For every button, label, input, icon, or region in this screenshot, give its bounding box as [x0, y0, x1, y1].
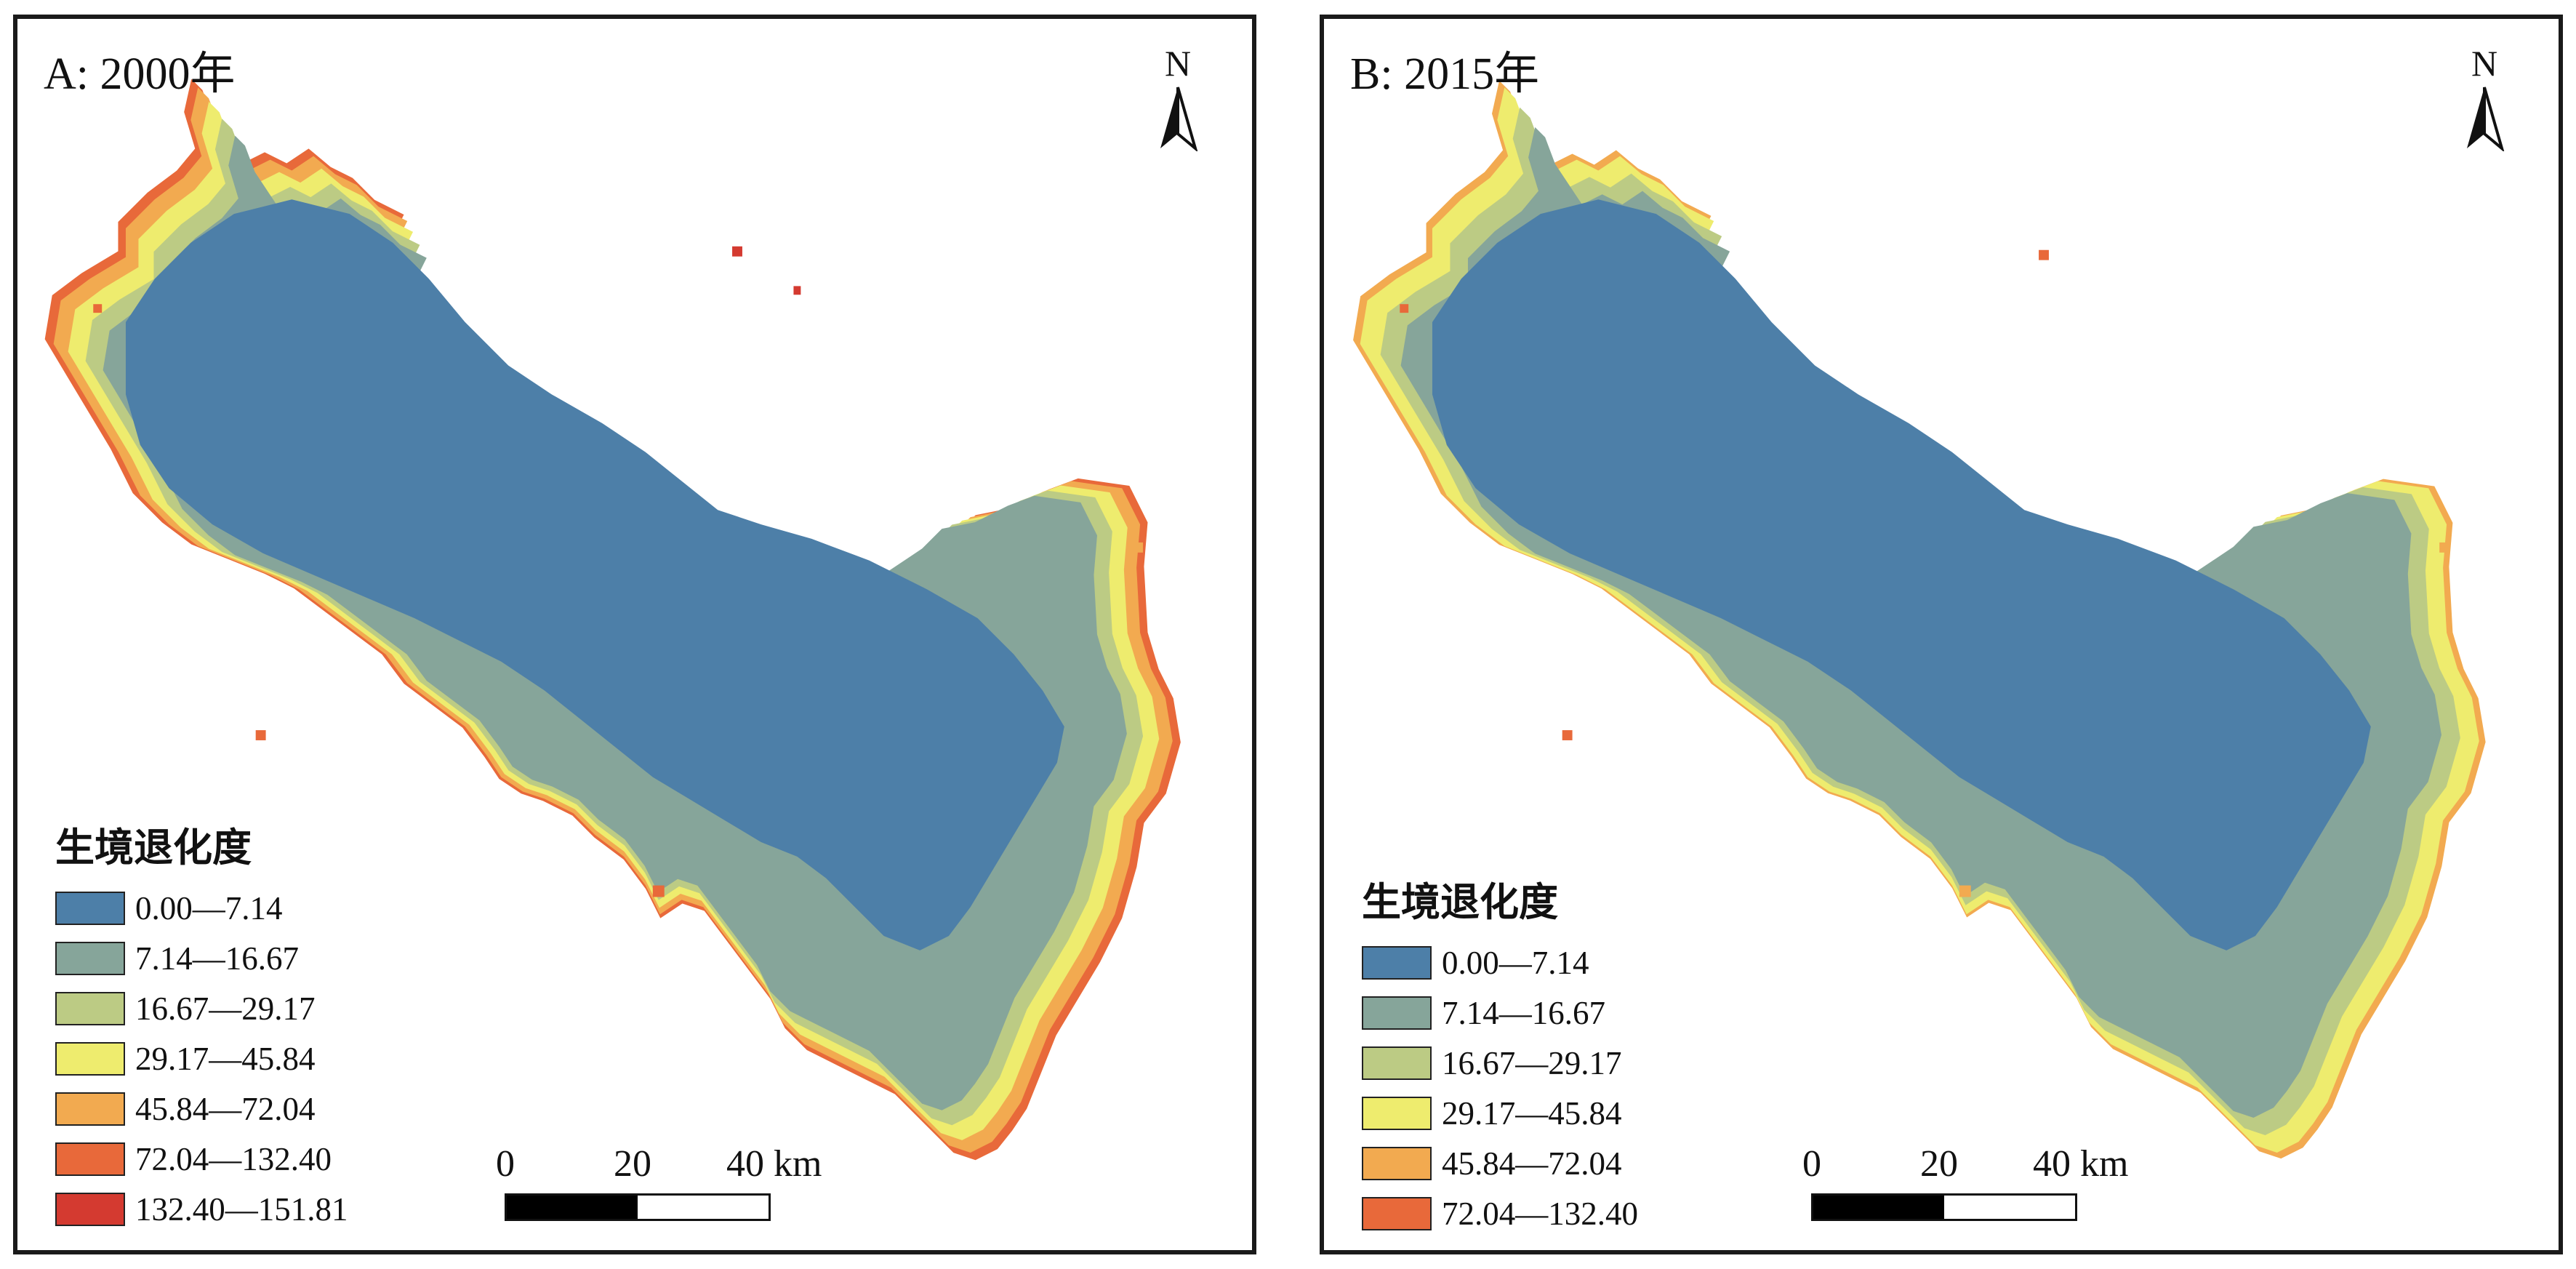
legend: 生境退化度 0.00—7.14 7.14—16.67 16.67—29.17 2…: [55, 815, 348, 1234]
degradation-hotspots: [93, 246, 1144, 897]
scale-segment-black: [507, 1196, 638, 1219]
legend-swatch: [1362, 1196, 1432, 1230]
legend-label: 132.40—151.81: [135, 1190, 348, 1228]
legend-swatch: [55, 1041, 125, 1076]
legend-item: 29.17—45.84: [55, 1033, 348, 1084]
north-label: N: [2471, 43, 2498, 84]
legend-item: 45.84—72.04: [55, 1084, 348, 1134]
map-panel-2015: B: 2015年 N 生境退化度 0.00—7.14 7.14—16.67 16…: [1320, 15, 2563, 1254]
legend: 生境退化度 0.00—7.14 7.14—16.67 16.67—29.17 2…: [1362, 870, 1638, 1238]
scale-segment-black: [1813, 1196, 1944, 1219]
legend-label: 7.14—16.67: [135, 940, 299, 977]
scale-segment-white: [1944, 1196, 2075, 1219]
legend-swatch: [1362, 1046, 1432, 1080]
scale-label-0: 0: [496, 1143, 515, 1185]
scale-label-40: 40 km: [2033, 1143, 2129, 1185]
legend-label: 72.04—132.40: [135, 1140, 332, 1177]
legend-label: 16.67—29.17: [135, 990, 316, 1027]
legend-swatch: [1362, 1146, 1432, 1180]
legend-item: 16.67—29.17: [1362, 1038, 1638, 1088]
degradation-hotspots: [1400, 249, 2450, 897]
lake-map: [44, 79, 1181, 1161]
legend-swatch: [55, 891, 125, 925]
legend-item: 16.67—29.17: [55, 983, 348, 1033]
legend-label: 72.04—132.40: [1442, 1195, 1638, 1232]
legend-swatch: [55, 1192, 125, 1226]
legend-title: 生境退化度: [55, 825, 252, 870]
legend-label: 29.17—45.84: [135, 1040, 316, 1077]
legend-item: 0.00—7.14: [55, 883, 348, 933]
legend-label: 45.84—72.04: [135, 1090, 316, 1127]
scale-bar: 0 20 40 km: [483, 1142, 822, 1230]
legend-label: 7.14—16.67: [1442, 994, 1605, 1031]
legend-swatch: [55, 941, 125, 975]
scale-label-40: 40 km: [726, 1143, 822, 1185]
legend-item: 0.00—7.14: [1362, 937, 1638, 988]
legend-item: 72.04—132.40: [55, 1134, 348, 1184]
north-arrow: N: [1149, 45, 1207, 151]
scale-bar: 0 20 40 km: [1789, 1142, 2128, 1230]
legend-item: 132.40—151.81: [55, 1184, 348, 1234]
legend-items: 0.00—7.14 7.14—16.67 16.67—29.17 29.17—4…: [55, 883, 348, 1234]
legend-swatch: [55, 1142, 125, 1176]
legend-label: 0.00—7.14: [135, 889, 283, 926]
scale-bar-graphic: [505, 1193, 771, 1221]
legend-item: 7.14—16.67: [55, 933, 348, 983]
legend-label: 45.84—72.04: [1442, 1145, 1622, 1182]
scale-segment-white: [638, 1196, 769, 1219]
panel-title: A: 2000年: [44, 49, 236, 99]
legend-title: 生境退化度: [1362, 879, 1558, 925]
legend-items: 0.00—7.14 7.14—16.67 16.67—29.17 29.17—4…: [1362, 937, 1638, 1238]
legend-swatch: [55, 991, 125, 1025]
scale-label-20: 20: [1920, 1143, 1958, 1185]
north-arrow-icon: [2467, 87, 2505, 151]
legend-item: 45.84—72.04: [1362, 1138, 1638, 1188]
scale-label-20: 20: [614, 1143, 651, 1185]
legend-label: 0.00—7.14: [1442, 944, 1589, 981]
scale-bar-graphic: [1811, 1193, 2077, 1221]
legend-item: 7.14—16.67: [1362, 988, 1638, 1038]
legend-item: 72.04—132.40: [1362, 1188, 1638, 1238]
north-arrow-icon: [1160, 87, 1198, 151]
legend-swatch: [1362, 1096, 1432, 1130]
panel-title: B: 2015年: [1350, 49, 1540, 99]
legend-label: 16.67—29.17: [1442, 1044, 1622, 1081]
legend-label: 29.17—45.84: [1442, 1094, 1622, 1132]
lake-map: [1353, 80, 2486, 1159]
legend-swatch: [1362, 945, 1432, 980]
scale-label-0: 0: [1802, 1143, 1821, 1185]
legend-swatch: [1362, 996, 1432, 1030]
legend-item: 29.17—45.84: [1362, 1088, 1638, 1138]
north-label: N: [1164, 43, 1192, 84]
map-panel-2000: A: 2000年 N 生境退化度 0.00—7.14 7.14—16.67 16…: [13, 15, 1256, 1254]
legend-swatch: [55, 1092, 125, 1126]
north-arrow: N: [2455, 45, 2513, 151]
